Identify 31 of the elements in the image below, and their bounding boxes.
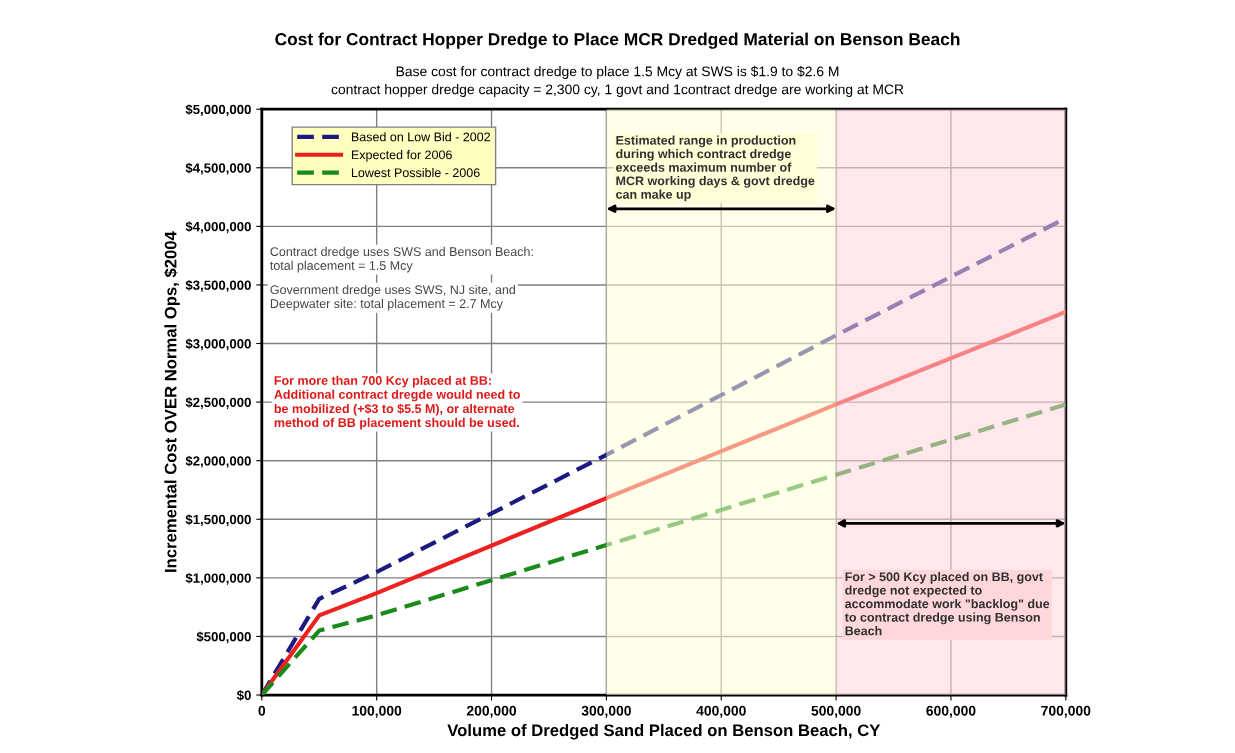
annotation: Contract dredge uses SWS and Benson Beach: total placement = 1.5 Mcy: [270, 246, 533, 273]
x-tick-label: 400,000: [696, 705, 746, 718]
y-tick-label: $500,000: [196, 631, 251, 644]
y-tick-label: $4,000,000: [185, 221, 251, 234]
x-tick-label: 0: [258, 705, 266, 716]
y-tick-label: $0: [236, 690, 251, 701]
band-label: For > 500 Kcy placed on BB, govt dredge not expected to accommodate work "backlog" due to contract dredge using Benson Beach: [844, 571, 1050, 636]
x-tick-label: 700,000: [1041, 705, 1091, 718]
legend-label: Expected for 2006: [351, 150, 452, 162]
y-tick-label: $2,000,000: [185, 455, 251, 468]
x-tick-label: 600,000: [926, 705, 976, 718]
chart-title: Cost for Contract Hopper Dredge to Place MCR Dredged Material on Benson Beach: [275, 32, 960, 49]
x-tick-label: 200,000: [466, 705, 517, 718]
x-tick-label: 300,000: [581, 705, 631, 718]
x-tick-label: 100,000: [352, 705, 402, 718]
y-tick-label: $4,500,000: [185, 162, 251, 175]
x-tick-label: 500,000: [811, 705, 861, 718]
annotation: For more than 700 Kcy placed at BB: Additional contract dregde would need to be mobilized (+$3 to $5.5 M), or alternate method of BB placement should be used.: [274, 375, 520, 430]
chart-subtitle: Base cost for contract dredge to place 1.5 Mcy at SWS is $1.9 to $2.6 M contract hopper dredge capacity = 2,300 cy, 1 govt and 1contract dredge are working at MCR: [331, 65, 904, 98]
y-axis-title: Incremental Cost OVER Normal Ops, $2004: [163, 231, 180, 572]
legend-label: Lowest Possible - 2006: [351, 167, 480, 178]
y-tick-label: $2,500,000: [185, 397, 251, 409]
band-label: Estimated range in production during which contract dredge exceeds maximum number of MCR working days & govt dredge can make up: [616, 135, 815, 202]
x-axis-title: Volume of Dredged Sand Placed on Benson Beach, CY: [447, 723, 881, 740]
y-tick-label: $1,000,000: [185, 572, 251, 585]
annotation: Government dredge uses SWS, NJ site, and Deepwater site: total placement = 2.7 Mcy: [270, 284, 515, 311]
y-tick-label: $3,500,000: [185, 279, 251, 292]
legend-label: Based on Low Bid - 2002: [351, 132, 490, 142]
y-tick-label: $5,000,000: [185, 104, 251, 117]
y-tick-label: $3,000,000: [185, 338, 251, 351]
y-tick-label: $1,500,000: [185, 514, 251, 527]
